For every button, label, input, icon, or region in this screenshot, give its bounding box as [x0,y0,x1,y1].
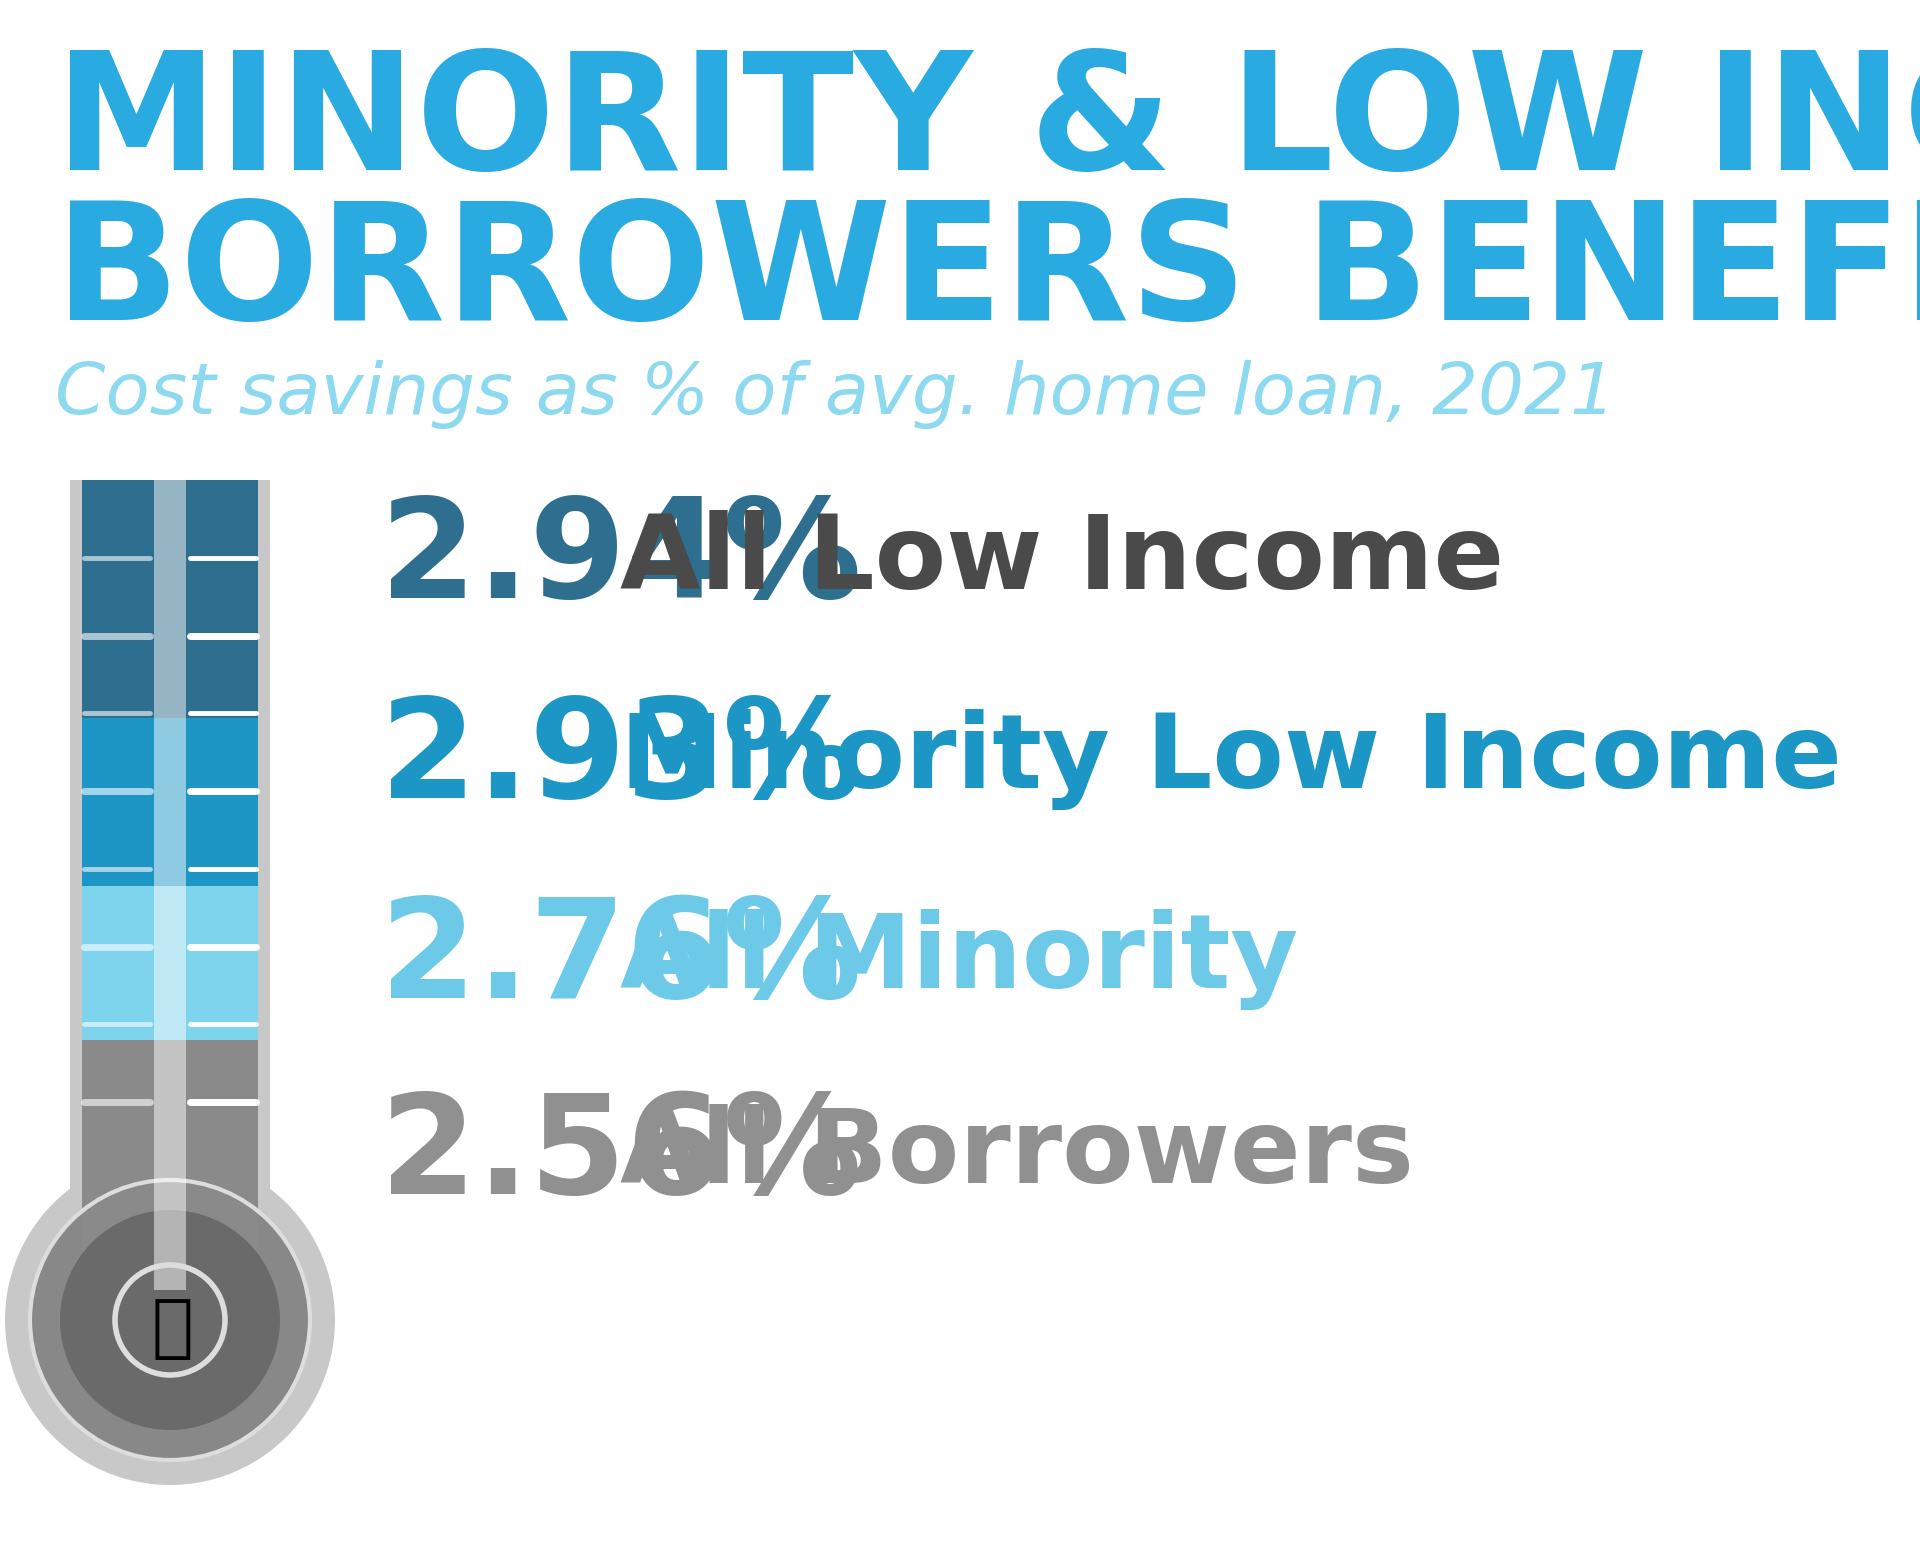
Circle shape [31,1180,309,1460]
Text: Cost savings as % of avg. home loan, 2021: Cost savings as % of avg. home loan, 202… [56,360,1617,429]
Wedge shape [69,480,271,581]
Text: All Low Income: All Low Income [620,510,1503,610]
Text: BORROWERS BENEFIT MOST: BORROWERS BENEFIT MOST [56,196,1920,354]
Text: Minority Low Income: Minority Low Income [620,709,1841,811]
FancyBboxPatch shape [154,480,186,1290]
Text: 2.93%: 2.93% [380,692,862,828]
Text: 2.76%: 2.76% [380,892,862,1028]
Circle shape [60,1210,280,1430]
FancyBboxPatch shape [83,480,257,718]
FancyBboxPatch shape [83,886,257,1041]
FancyBboxPatch shape [83,1041,257,1290]
Text: All Minority: All Minority [620,909,1298,1011]
Circle shape [6,1155,334,1485]
Text: MINORITY & LOW INCOME: MINORITY & LOW INCOME [56,45,1920,203]
Wedge shape [83,480,257,568]
FancyBboxPatch shape [69,480,271,1290]
Text: All Borrowers: All Borrowers [620,1105,1413,1205]
Text: 2.56%: 2.56% [380,1088,862,1222]
FancyBboxPatch shape [83,718,257,886]
Text: 🐷: 🐷 [152,1294,192,1362]
Text: 2.94%: 2.94% [380,493,862,628]
